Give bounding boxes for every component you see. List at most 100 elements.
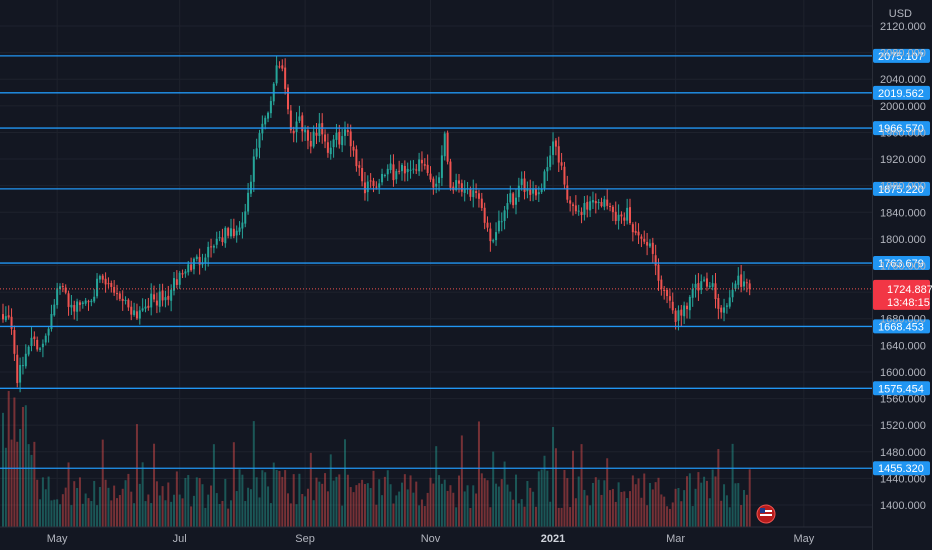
level-badge[interactable] (873, 256, 930, 271)
volume-bar (540, 469, 543, 527)
time-tick-label: 2021 (541, 533, 565, 545)
price-axis[interactable]: 1400.000 1440.000 1480.000 1520.000 1560.000… (0, 21, 932, 512)
volume-bar (255, 477, 258, 527)
volume-bar (96, 505, 99, 527)
volume-bar (304, 496, 307, 527)
time-axis[interactable]: May Jul Sep Nov 2021 Mar May (0, 0, 873, 550)
price-tick-label: 1400.000 (880, 500, 926, 512)
volume-bar (418, 505, 421, 527)
volume-bar (671, 502, 674, 527)
volume-bar (460, 435, 463, 527)
candle-body (244, 211, 247, 224)
candle-body (130, 306, 133, 315)
candle-body (113, 287, 116, 293)
level-badge[interactable] (873, 461, 930, 476)
candle-body (352, 146, 355, 151)
volume-bar (700, 482, 703, 527)
volume-bar (631, 475, 634, 527)
candle-body (275, 65, 278, 84)
candle-body (264, 117, 267, 125)
price-tick-label: 1800.000 (880, 234, 926, 246)
candle-body (626, 207, 629, 221)
time-tick-label: May (793, 533, 814, 545)
level-badge[interactable] (873, 85, 930, 100)
level-badge[interactable] (873, 381, 930, 396)
volume-bar (138, 483, 141, 527)
volume-bar (383, 476, 386, 527)
volume-bar (381, 495, 384, 527)
volume-bar (372, 470, 375, 527)
volume-bar (158, 495, 161, 527)
level-badge[interactable] (873, 121, 930, 136)
level-label: 2019.562 (878, 88, 924, 100)
volume-bar (495, 483, 498, 527)
volume-bar (16, 441, 19, 527)
candle-body (301, 115, 304, 132)
volume-bar (130, 491, 133, 527)
candle-body (640, 236, 643, 239)
candle-body (668, 296, 671, 301)
candle-body (611, 206, 614, 213)
volume-bar (292, 474, 295, 527)
candle-body (512, 193, 515, 206)
current-price-badge[interactable] (873, 279, 930, 310)
volume-bar (497, 486, 500, 527)
candle-body (383, 175, 386, 177)
candle-body (489, 228, 492, 242)
volume-bar (118, 495, 121, 527)
volume-bar (483, 478, 486, 527)
volume-bar (640, 497, 643, 527)
candle-body (398, 170, 401, 172)
volume-bar (335, 476, 338, 527)
candle-body (207, 246, 210, 258)
candle-body (589, 201, 592, 211)
volume-bar (170, 501, 173, 527)
candle-body (326, 142, 329, 153)
candle-body (361, 168, 364, 182)
candle-body (443, 133, 446, 157)
volume-bar (64, 487, 67, 527)
candle-body (500, 221, 503, 223)
volume-bar (204, 507, 207, 527)
volume-bar (201, 484, 204, 527)
volume-bar (666, 506, 669, 527)
volume-bar (386, 470, 389, 527)
candle-body (506, 203, 509, 210)
volume-bar (420, 499, 423, 527)
candle-body (435, 183, 438, 187)
candle-body (287, 87, 289, 110)
volume-bar (321, 483, 324, 527)
volume-bar (346, 474, 349, 527)
candle-body (215, 238, 218, 245)
volume-bar (594, 477, 597, 527)
candle-body (694, 283, 697, 288)
level-badge[interactable] (873, 48, 930, 63)
volume-bar (363, 484, 366, 527)
candle-body (455, 180, 458, 191)
level-badge[interactable] (873, 181, 930, 196)
volume-bar (275, 469, 278, 527)
volume-bar (230, 500, 232, 527)
flag-icon[interactable] (756, 504, 776, 524)
volume-bar (361, 479, 364, 527)
candle-body (355, 149, 358, 167)
candle-body (372, 180, 375, 186)
candle-body (36, 339, 39, 350)
level-badge[interactable] (873, 319, 930, 334)
volume-bar (617, 482, 620, 527)
price-tick-label: 1960.000 (880, 127, 926, 139)
volume-bar (164, 500, 167, 527)
volume-bar (725, 495, 728, 527)
volume-bar (466, 485, 469, 527)
volume-bar (221, 500, 224, 527)
volume-bar (318, 481, 321, 527)
candle-body (218, 237, 221, 239)
candle-body (212, 245, 215, 248)
volume-bar (629, 491, 631, 527)
horizontal-levels[interactable]: 2075.107 2019.562 1966.570 1875.220 1763.679… (0, 48, 930, 476)
volume-bar (369, 488, 372, 527)
volume-bar (677, 487, 680, 527)
candle-body (309, 140, 312, 147)
